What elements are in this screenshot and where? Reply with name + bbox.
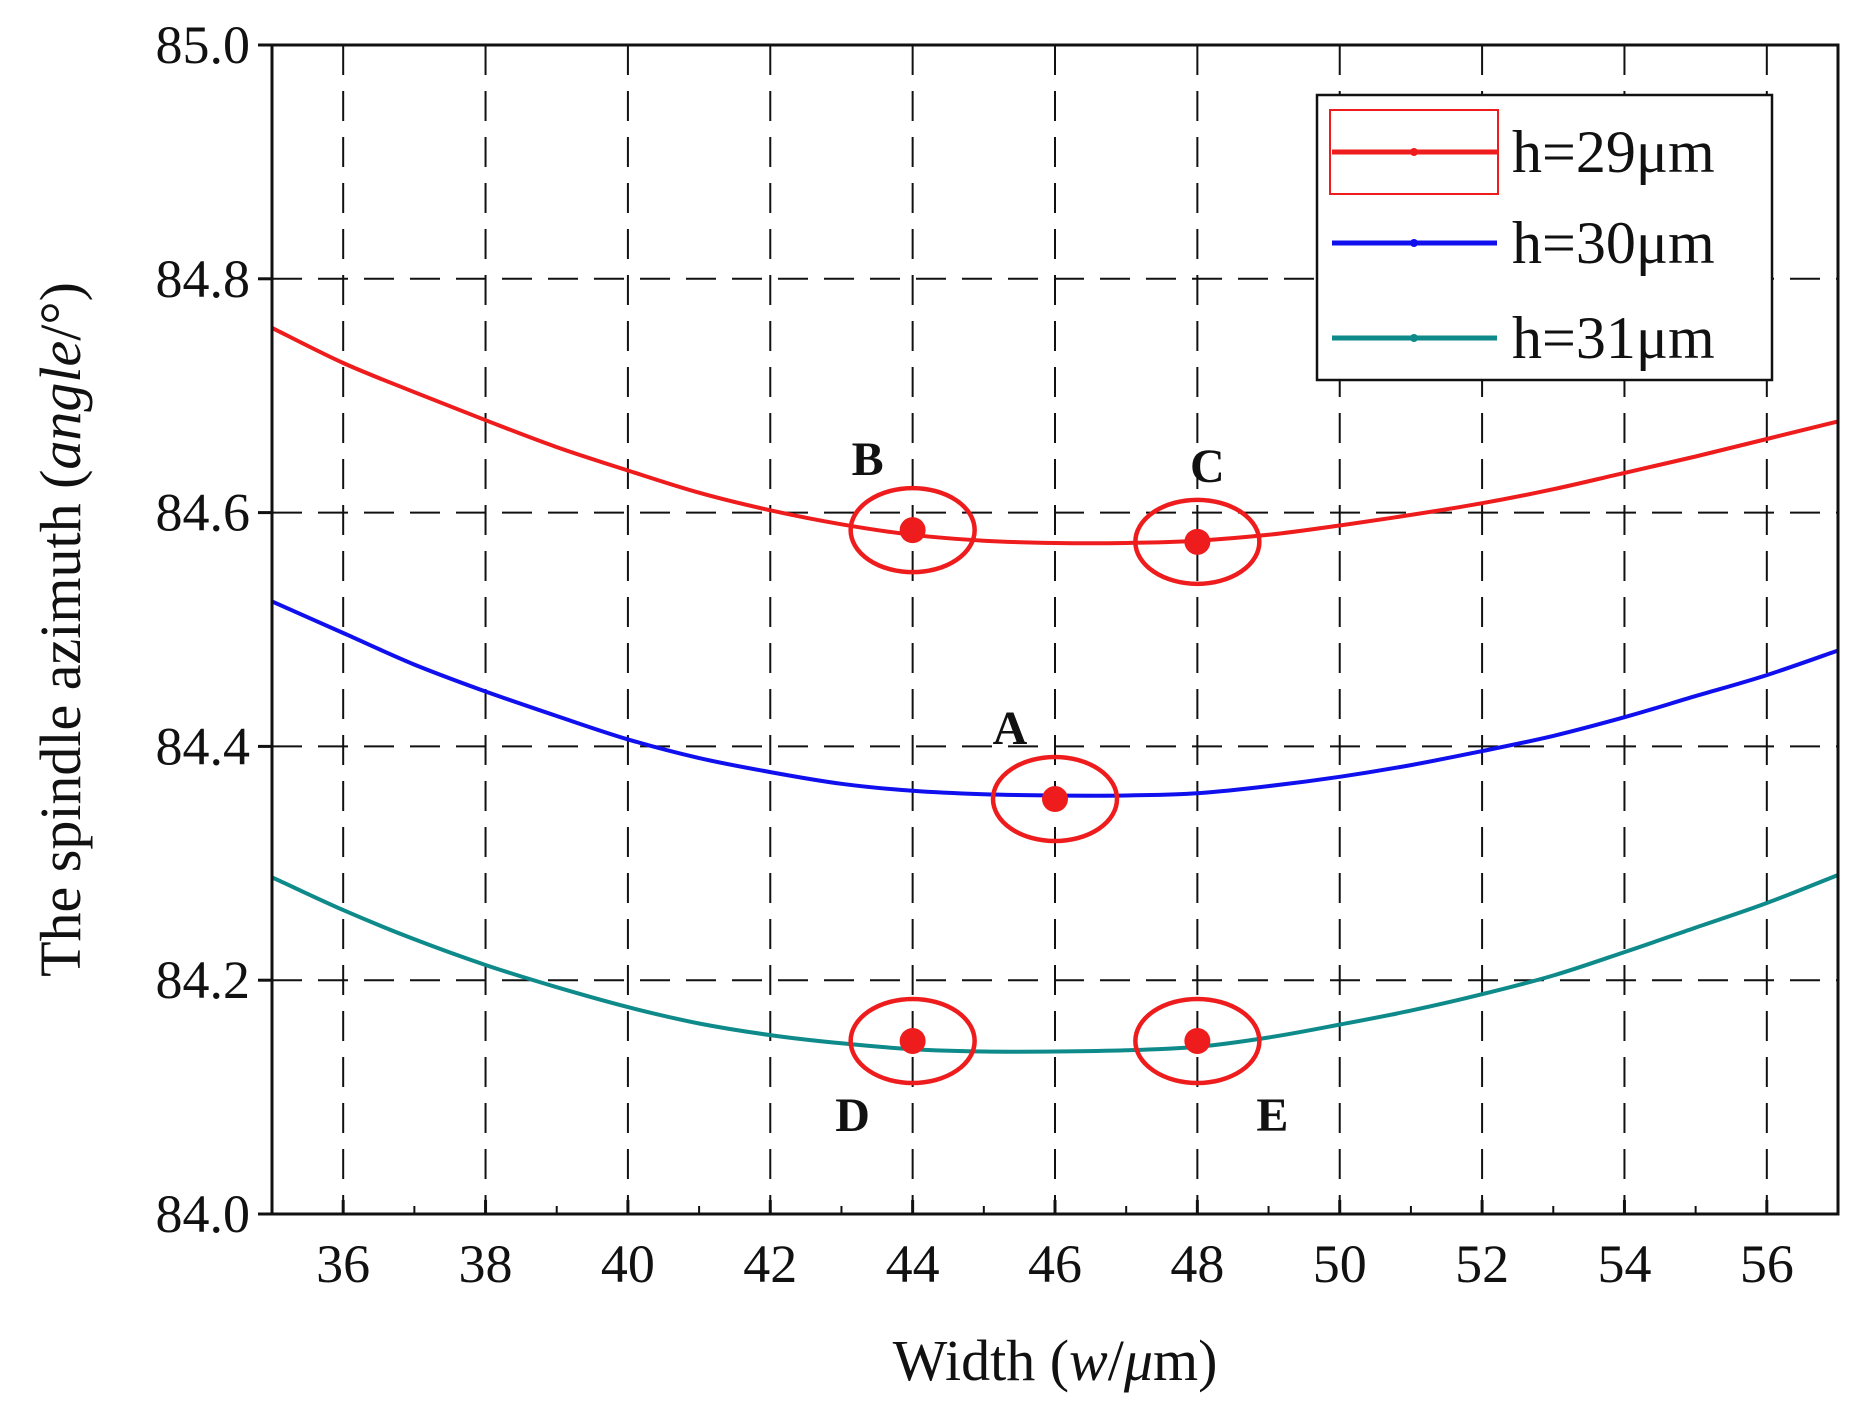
annotations: B C A D E	[835, 433, 1288, 1142]
legend-marker-2	[1410, 239, 1418, 247]
x-tick-label: 40	[601, 1234, 655, 1294]
x-tick-label: 42	[743, 1234, 797, 1294]
y-axis-title: The spindle azimuth (angle/°)	[28, 282, 93, 977]
annotation-ellipse	[990, 754, 1120, 844]
x-axis-title-sep: /	[1108, 1328, 1125, 1393]
x-tick-label: 56	[1740, 1234, 1794, 1294]
legend: h=29μm h=30μm h=31μm	[1315, 93, 1774, 382]
x-tick-label: 52	[1455, 1234, 1509, 1294]
annotation-point	[899, 517, 926, 544]
legend-box	[1315, 93, 1774, 382]
x-axis-title-var: w	[1069, 1328, 1108, 1393]
annotation-label-A: A	[993, 702, 1028, 755]
y-tick-label: 84.4	[156, 716, 251, 776]
legend-label-3: h=31μm	[1512, 305, 1715, 371]
x-axis-title-unit: μ	[1123, 1328, 1153, 1393]
annotation-label-B: B	[852, 433, 884, 486]
x-axis-title-prefix: Width (	[893, 1328, 1069, 1393]
annotation-ellipse	[1133, 996, 1262, 1086]
y-tick-label: 84.2	[156, 950, 251, 1010]
y-tick-label: 85.0	[156, 15, 251, 75]
x-tick-label: 36	[316, 1234, 370, 1294]
series-line-1	[271, 326, 1839, 546]
annotation-label-D: D	[835, 1089, 870, 1142]
ticks: 36 38 40 42 44 46 48 50 52 54 56 84.0 84.2 84.4 84.6 84…	[156, 15, 1839, 1294]
annotation-point	[1042, 786, 1068, 813]
x-tick-label: 38	[459, 1234, 513, 1294]
series-line-3	[271, 873, 1839, 1054]
legend-highlight-box	[1329, 109, 1499, 195]
legend-label-1: h=29μm	[1512, 119, 1715, 185]
y-tick-label: 84.6	[156, 483, 251, 543]
annotation-ellipse	[1133, 497, 1262, 587]
legend-marker-3	[1410, 334, 1418, 342]
x-axis-title: Width (w/μm)	[893, 1328, 1218, 1393]
annotation-label-E: E	[1256, 1089, 1288, 1142]
annotation-point	[899, 1027, 926, 1054]
y-axis-title-var: angle	[28, 341, 93, 470]
x-axis-title-suffix: m)	[1153, 1328, 1217, 1393]
x-tick-label: 46	[1028, 1234, 1082, 1294]
y-axis-title-suffix: /°)	[28, 282, 93, 341]
x-tick-label: 48	[1170, 1234, 1224, 1294]
annotation-ellipse	[848, 485, 977, 575]
x-tick-label: 50	[1313, 1234, 1367, 1294]
annotation-point	[1184, 1027, 1211, 1054]
legend-label-2: h=30μm	[1512, 210, 1715, 276]
x-tick-label: 54	[1597, 1234, 1651, 1294]
y-tick-label: 84.8	[156, 249, 251, 309]
y-axis-title-prefix: The spindle azimuth (	[28, 470, 93, 977]
annotation-label-C: C	[1190, 440, 1225, 493]
y-tick-label: 84.0	[156, 1184, 251, 1244]
annotation-ellipse	[848, 996, 977, 1086]
annotation-point	[1184, 528, 1211, 555]
legend-marker-1	[1410, 148, 1418, 156]
x-tick-label: 44	[886, 1234, 940, 1294]
